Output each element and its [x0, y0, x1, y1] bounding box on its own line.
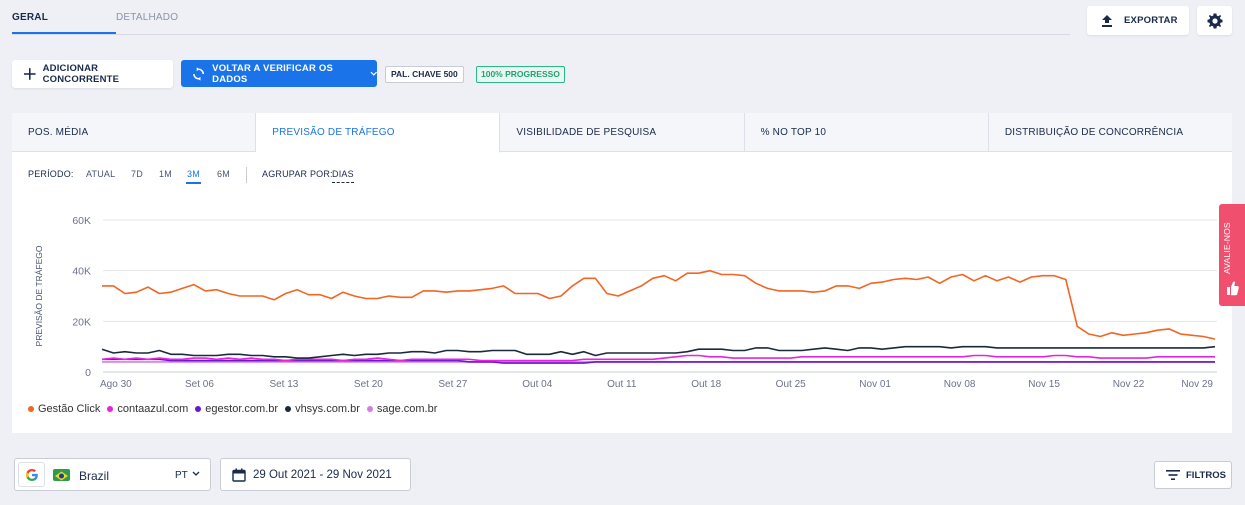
period-label: PERÍODO: — [28, 169, 74, 179]
tab-detalhado[interactable]: DETALHADO — [116, 12, 179, 23]
gear-icon — [1207, 13, 1222, 28]
x-tick-label: Out 25 — [776, 379, 806, 390]
x-tick-label: Out 18 — [691, 379, 721, 390]
top-tabs: GERAL DETALHADO — [12, 0, 1070, 35]
x-tick-label: Set 13 — [269, 379, 298, 390]
legend-item[interactable]: vhsys.com.br — [285, 403, 360, 415]
legend-label: vhsys.com.br — [295, 403, 360, 415]
feedback-label: AVALIE-NOS — [1222, 222, 1232, 274]
export-button[interactable]: EXPORTAR — [1087, 6, 1189, 35]
y-tick-label: 60K — [72, 215, 91, 227]
y-tick-label: 0 — [85, 367, 91, 379]
progress-badge: 100% PROGRESSO — [476, 66, 565, 83]
brazil-flag-icon — [53, 469, 70, 481]
plus-icon — [24, 68, 36, 80]
add-competitor-label: ADICIONAR CONCORRENTE — [42, 63, 120, 85]
refresh-icon — [193, 66, 205, 81]
chart-legend: Gestão Click contaazul.com egestor.com.br v… — [28, 403, 444, 415]
y-tick-label: 20K — [72, 316, 91, 328]
legend-label: Gestão Click — [38, 403, 101, 415]
legend-item[interactable]: Gestão Click — [28, 403, 100, 415]
x-tick-label: Nov 22 — [1113, 379, 1145, 390]
y-tick-label: 40K — [72, 266, 91, 278]
date-range-selector[interactable]: 29 Out 2021 - 29 Nov 2021 — [220, 458, 411, 491]
export-label: EXPORTAR — [1124, 15, 1178, 26]
legend-dot — [107, 406, 114, 412]
country-selector[interactable]: Brazil PT — [14, 458, 211, 491]
tab-search-visibility[interactable]: VISIBILIDADE DE PESQUISA — [500, 113, 745, 151]
period-option-1m[interactable]: 1M — [159, 169, 172, 179]
legend-item[interactable]: contaazul.com — [107, 403, 188, 415]
traffic-forecast-chart: 0 20K 40K 60K PREVISÃO DE TRÁFEGO Ago 30 Set 0… — [34, 215, 1217, 390]
x-tick-label: Ago 30 — [100, 379, 132, 390]
tab-geral[interactable]: GERAL — [12, 12, 48, 23]
group-by-label: AGRUPAR POR: — [262, 169, 333, 179]
y-axis-label: PREVISÃO DE TRÁFEGO — [34, 245, 44, 346]
legend-item[interactable]: egestor.com.br — [195, 403, 278, 415]
series-line-0 — [102, 269, 1216, 340]
period-selected-indicator — [186, 182, 201, 184]
tab-traffic-forecast[interactable]: PREVISÃO DE TRÁFEGO — [256, 113, 501, 153]
legend-label: contaazul.com — [117, 403, 189, 415]
active-tab-indicator — [12, 32, 116, 34]
legend-label: sage.com.br — [376, 403, 438, 415]
x-tick-label: Nov 15 — [1028, 379, 1060, 390]
chevron-down-icon — [370, 71, 377, 76]
x-tick-label: Set 27 — [438, 379, 467, 390]
period-option-atual[interactable]: ATUAL — [86, 169, 116, 179]
series-line-3 — [101, 345, 1216, 359]
reverify-label: VOLTAR A VERIFICAR OS DADOS — [212, 62, 333, 85]
period-option-3m[interactable]: 3M — [187, 169, 200, 179]
filters-label: FILTROS — [1186, 469, 1226, 481]
x-tick-label: Out 11 — [607, 379, 637, 390]
x-tick-label: Nov 29 — [1181, 379, 1213, 390]
period-divider — [246, 167, 247, 183]
filters-button[interactable]: FILTROS — [1154, 461, 1232, 489]
tab-avg-position[interactable]: POS. MÉDIA — [12, 113, 257, 151]
thumbs-up-icon — [1227, 281, 1239, 296]
x-tick-label: Set 20 — [354, 379, 383, 390]
keywords-badge: PAL. CHAVE 500 — [385, 66, 464, 83]
chevron-down-icon — [192, 471, 200, 476]
series-line-1 — [101, 354, 1215, 362]
legend-item[interactable]: sage.com.br — [366, 403, 438, 415]
x-tick-label: Nov 01 — [859, 379, 891, 390]
x-tick-label: Set 06 — [185, 379, 214, 390]
tab-top10[interactable]: % NO TOP 10 — [745, 113, 989, 151]
legend-dot — [28, 406, 34, 412]
period-option-6m[interactable]: 6M — [217, 169, 230, 179]
period-option-7d[interactable]: 7D — [131, 169, 143, 179]
upload-icon — [1102, 14, 1112, 27]
country-name: Brazil — [79, 469, 110, 483]
legend-dot — [366, 406, 373, 412]
legend-label: egestor.com.br — [205, 403, 279, 415]
chart-card: POS. MÉDIA PREVISÃO DE TRÁFEGO VISIBILID… — [12, 113, 1232, 433]
feedback-tab[interactable]: AVALIE-NOS — [1219, 204, 1245, 306]
legend-dot — [285, 406, 292, 412]
filter-icon — [1166, 470, 1180, 480]
x-tick-label: Nov 08 — [944, 379, 976, 390]
metric-tabs: POS. MÉDIA PREVISÃO DE TRÁFEGO VISIBILID… — [12, 113, 1232, 153]
settings-button[interactable] — [1197, 6, 1232, 35]
x-tick-label: Out 04 — [522, 379, 552, 390]
legend-dot — [195, 406, 202, 412]
group-by-value[interactable]: DIAS — [332, 169, 354, 179]
group-by-underline — [332, 182, 354, 183]
google-icon — [18, 462, 45, 487]
add-competitor-button[interactable]: ADICIONAR CONCORRENTE — [12, 60, 173, 88]
calendar-icon — [232, 468, 246, 482]
date-range-text: 29 Out 2021 - 29 Nov 2021 — [253, 469, 392, 481]
tab-competition-distribution[interactable]: DISTRIBUIÇÃO DE CONCORRÊNCIA — [1004, 127, 1184, 138]
language-code: PT — [175, 470, 188, 481]
reverify-button[interactable]: VOLTAR A VERIFICAR OS DADOS — [181, 60, 377, 87]
